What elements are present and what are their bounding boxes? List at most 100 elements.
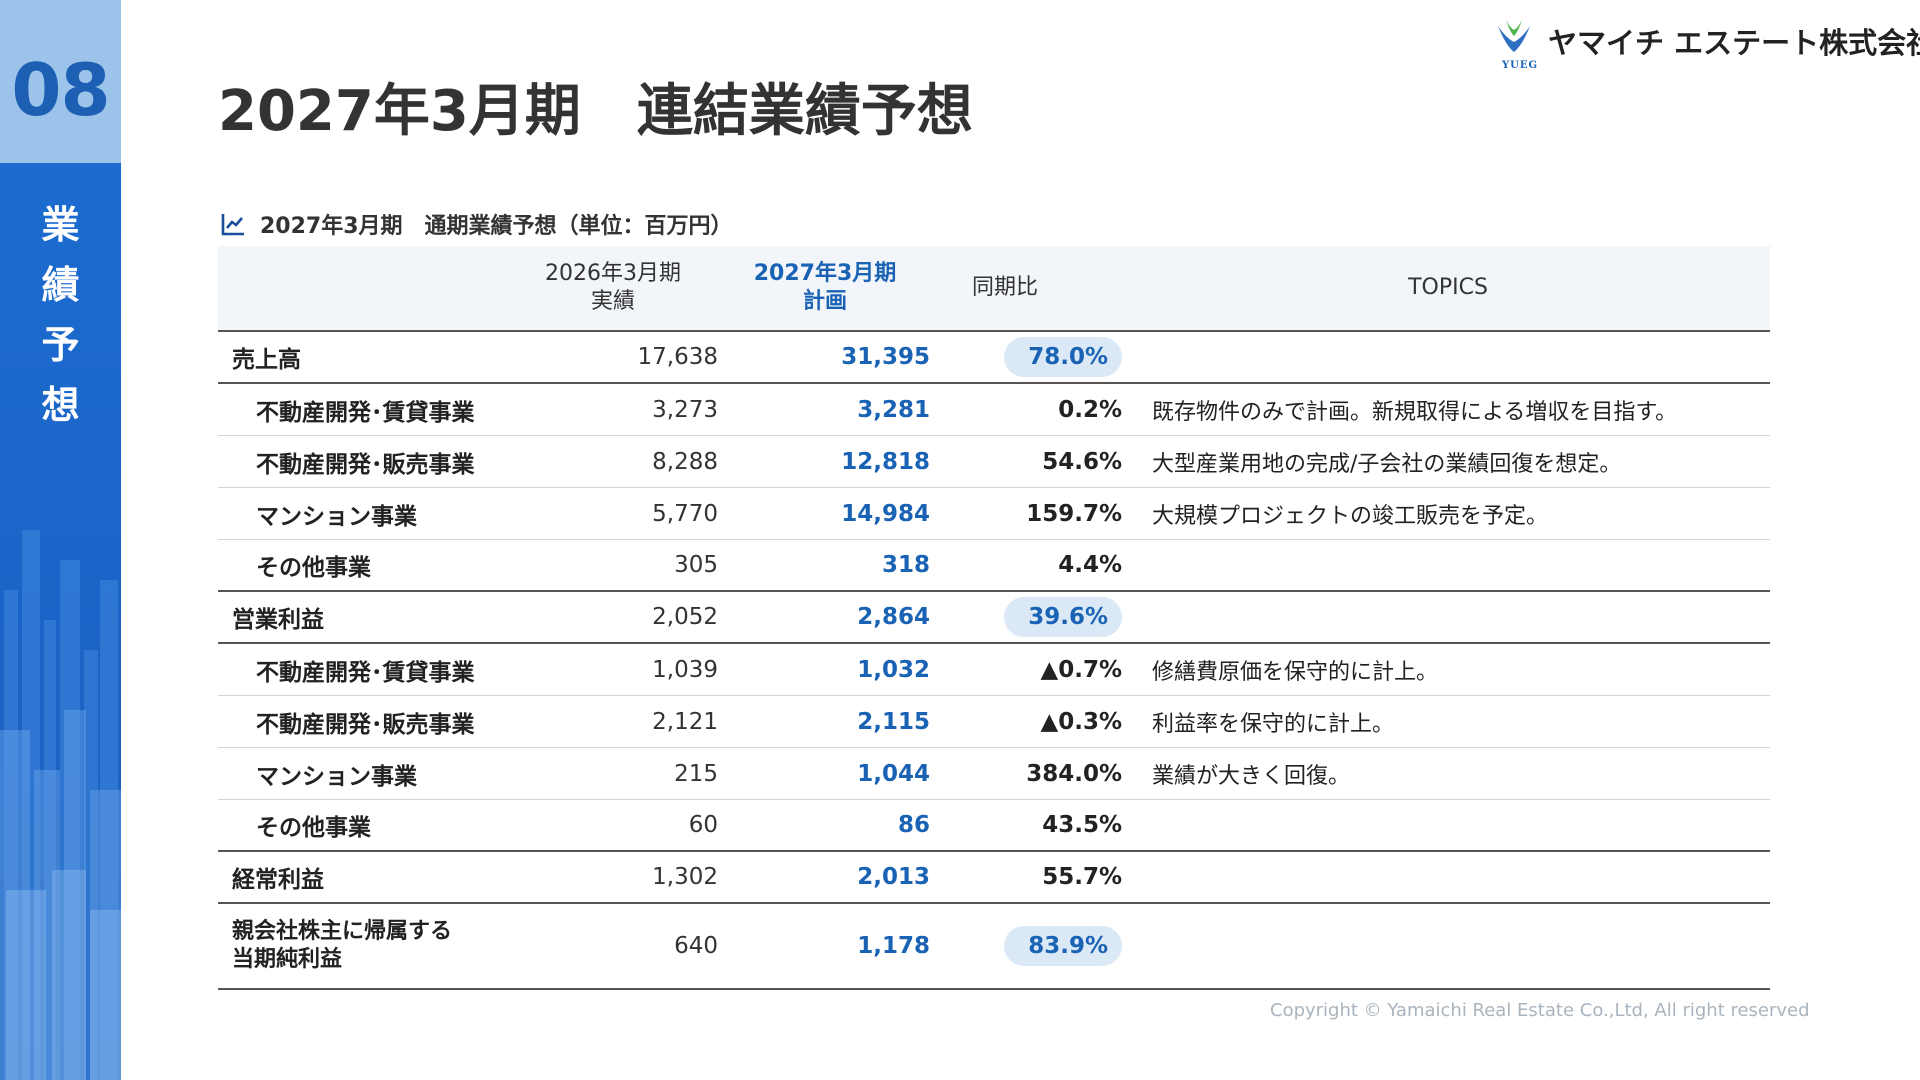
row-yoy-value: 0.2% [930,384,1122,435]
yoy-text: 39.6% [1028,604,1108,630]
row-prev-value: 305 [674,552,718,578]
yoy-text: 83.9% [1028,933,1108,959]
row-label: 不動産開発･賃貸事業 [256,659,475,686]
header-plan-line2: 計画 [802,289,847,314]
row-prev-value: 5,770 [652,500,718,527]
header-plan-line1: 2027年3月期 [753,261,897,286]
row-topic [1152,800,1752,850]
row-label: 不動産開発･販売事業 [256,711,475,738]
table-row: 経常利益 1,302 2,013 55.7% [218,852,1770,904]
row-label-line2: 当期純利益 [232,947,343,972]
table-header: 2026年3月期 実績 2027年3月期 計画 同期比 TOPICS [218,246,1770,332]
highlight-pill [1004,337,1122,377]
table-row: 親会社株主に帰属する 当期純利益 640 1,178 83.9% [218,904,1770,990]
table-row: 不動産開発･賃貸事業 1,039 1,032 ▲0.7% 修繕費原価を保守的に計上。 [218,644,1770,696]
yoy-text: ▲0.7% [1040,656,1122,683]
yoy-text: ▲0.3% [1040,708,1122,735]
row-prev-value: 215 [674,760,718,787]
table-row: 売上高 17,638 31,395 78.0% [218,332,1770,384]
copyright-notice: Copyright © Yamaichi Real Estate Co.,Ltd… [1270,1000,1810,1021]
table-caption: 2027年3月期 通期業績予想（単位：百万円） [220,208,733,240]
row-prev-value: 3,273 [652,396,718,423]
row-prev-value: 640 [674,933,718,959]
row-label: マンション事業 [256,763,417,790]
row-yoy-value: ▲0.3% [930,696,1122,747]
row-prev-value: 8,288 [652,448,718,475]
page-title: 2027年3月期 連結業績予想 [218,79,973,144]
yoy-text: 43.5% [1042,812,1122,838]
row-plan-value: 12,818 [841,448,930,475]
company-name: ヤマイチ エステート株式会社 [1548,26,1920,60]
table-row: 不動産開発･販売事業 2,121 2,115 ▲0.3% 利益率を保守的に計上。 [218,696,1770,748]
section-number: 08 [11,48,110,132]
highlight-pill [1004,597,1122,637]
yueg-logo-icon [1498,20,1530,52]
row-plan-value: 14,984 [841,500,930,527]
row-yoy-value: 78.0% [930,332,1122,382]
header-prev-year: 2026年3月期 実績 [508,246,718,330]
vertical-label-char: 予 [41,323,80,367]
row-prev-value: 1,302 [652,864,718,890]
yoy-text: 54.6% [1042,448,1122,475]
highlight-pill [1004,926,1122,966]
row-topic [1152,904,1752,988]
row-topic: 大規模プロジェクトの竣工販売を予定。 [1152,503,1549,529]
row-topic: 利益率を保守的に計上。 [1152,711,1395,737]
row-prev-value: 60 [688,812,718,838]
vertical-label-char: 業 [41,203,80,247]
table-row: その他事業 305 318 4.4% [218,540,1770,592]
yoy-text: 159.7% [1026,500,1122,527]
cityscape-image [0,530,121,1080]
logo-mark-text: YUEG [1502,60,1539,71]
row-topic [1152,540,1752,590]
row-topic: 大型産業用地の完成/子会社の業績回復を想定。 [1152,451,1622,477]
row-prev-value: 1,039 [652,656,718,683]
row-topic: 既存物件のみで計画。新規取得による増収を目指す。 [1152,399,1678,425]
row-label: 売上高 [232,347,301,373]
row-yoy-value: 4.4% [930,540,1122,590]
row-label: その他事業 [256,815,371,841]
section-sidebar: 08 業 績 予 想 [0,0,121,1080]
row-label: 不動産開発･賃貸事業 [256,399,475,426]
header-plan: 2027年3月期 計画 [720,246,930,330]
row-label: マンション事業 [256,503,417,530]
table-row: マンション事業 5,770 14,984 159.7% 大規模プロジェクトの竣工販売を予… [218,488,1770,540]
row-plan-value: 1,178 [857,933,930,959]
row-plan-value: 1,032 [857,656,930,683]
yoy-text: 78.0% [1028,344,1108,370]
row-topic: 修繕費原価を保守的に計上。 [1152,659,1439,685]
line-chart-icon [221,214,244,236]
row-plan-value: 86 [897,812,930,838]
row-plan-value: 2,864 [857,604,930,630]
row-label-line1: 親会社株主に帰属する [232,919,453,944]
row-yoy-value: 39.6% [930,592,1122,642]
vertical-label-char: 績 [41,263,80,307]
header-yoy: 同期比 [971,275,1038,300]
row-plan-value: 31,395 [841,344,930,370]
forecast-table: 2026年3月期 実績 2027年3月期 計画 同期比 TOPICS 売上高 17… [218,246,1770,990]
header-prev-year-line2: 実績 [590,289,635,314]
table-row: 営業利益 2,052 2,864 39.6% [218,592,1770,644]
section-vertical-label: 業 績 予 想 [0,195,121,435]
row-label: 不動産開発･販売事業 [256,451,475,478]
row-plan-value: 2,115 [857,708,930,735]
row-label: その他事業 [256,555,371,581]
table-row: 不動産開発･販売事業 8,288 12,818 54.6% 大型産業用地の完成/子会社の… [218,436,1770,488]
row-topic [1152,852,1752,902]
company-logo: YUEG ヤマイチ エステート株式会社 [1492,14,1920,74]
table-row: 不動産開発･賃貸事業 3,273 3,281 0.2% 既存物件のみで計画。新規取得によ… [218,384,1770,436]
row-plan-value: 318 [881,552,930,578]
row-label: 経常利益 [232,867,324,893]
table-caption-text: 2027年3月期 通期業績予想（単位：百万円） [260,214,733,239]
row-topic [1152,332,1752,382]
table-body: 売上高 17,638 31,395 78.0% 不動産開発･賃貸事業 3,273 3,281… [218,332,1770,990]
row-yoy-value: 54.6% [930,436,1122,487]
row-yoy-value: 55.7% [930,852,1122,902]
yoy-text: 4.4% [1058,552,1122,578]
vertical-label-char: 想 [41,383,80,427]
row-topic [1152,592,1752,642]
table-row: マンション事業 215 1,044 384.0% 業績が大きく回復。 [218,748,1770,800]
row-yoy-value: 83.9% [930,904,1122,988]
row-yoy-value: 43.5% [930,800,1122,850]
section-number-box: 08 [0,0,121,163]
